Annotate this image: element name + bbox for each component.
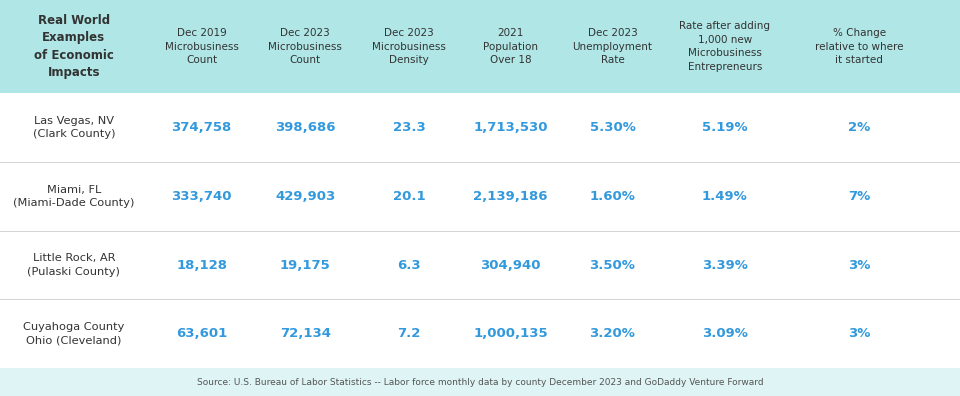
Text: 1,713,530: 1,713,530: [473, 121, 548, 134]
Text: 3.39%: 3.39%: [702, 259, 748, 272]
Text: 18,128: 18,128: [176, 259, 228, 272]
Text: Dec 2023
Unemployment
Rate: Dec 2023 Unemployment Rate: [572, 28, 653, 65]
Text: Dec 2019
Microbusiness
Count: Dec 2019 Microbusiness Count: [165, 28, 238, 65]
Text: Rate after adding
1,000 new
Microbusiness
Entrepreneurs: Rate after adding 1,000 new Microbusines…: [680, 21, 770, 72]
Text: Little Rock, AR
(Pulaski County): Little Rock, AR (Pulaski County): [28, 253, 120, 277]
Text: Real World
Examples
of Economic
Impacts: Real World Examples of Economic Impacts: [34, 14, 114, 79]
Text: 6.3: 6.3: [397, 259, 420, 272]
Text: 2%: 2%: [848, 121, 871, 134]
Text: 3.20%: 3.20%: [589, 327, 636, 341]
Text: 2,139,186: 2,139,186: [473, 190, 548, 203]
Text: 1.49%: 1.49%: [702, 190, 748, 203]
Text: 20.1: 20.1: [393, 190, 425, 203]
Bar: [0, 93, 960, 368]
Text: 398,686: 398,686: [275, 121, 336, 134]
Text: 2021
Population
Over 18: 2021 Population Over 18: [483, 28, 539, 65]
Text: Las Vegas, NV
(Clark County): Las Vegas, NV (Clark County): [33, 116, 115, 139]
Text: Cuyahoga County
Ohio (Cleveland): Cuyahoga County Ohio (Cleveland): [23, 322, 125, 345]
Text: % Change
relative to where
it started: % Change relative to where it started: [815, 28, 903, 65]
Text: 3.09%: 3.09%: [702, 327, 748, 341]
Text: 5.19%: 5.19%: [702, 121, 748, 134]
Text: 3%: 3%: [848, 259, 871, 272]
Text: Source: U.S. Bureau of Labor Statistics -- Labor force monthly data by county De: Source: U.S. Bureau of Labor Statistics …: [197, 378, 763, 386]
Text: 1.60%: 1.60%: [589, 190, 636, 203]
Text: 429,903: 429,903: [276, 190, 335, 203]
Text: 72,134: 72,134: [279, 327, 331, 341]
Bar: [0, 0, 960, 93]
Text: 374,758: 374,758: [172, 121, 231, 134]
Text: 5.30%: 5.30%: [589, 121, 636, 134]
Text: 23.3: 23.3: [393, 121, 425, 134]
Text: 19,175: 19,175: [280, 259, 330, 272]
Text: 333,740: 333,740: [171, 190, 232, 203]
Text: Dec 2023
Microbusiness
Density: Dec 2023 Microbusiness Density: [372, 28, 445, 65]
Text: 7.2: 7.2: [397, 327, 420, 341]
Text: 63,601: 63,601: [176, 327, 228, 341]
Text: 7%: 7%: [848, 190, 871, 203]
Text: 304,940: 304,940: [480, 259, 541, 272]
Text: 3%: 3%: [848, 327, 871, 341]
Text: Dec 2023
Microbusiness
Count: Dec 2023 Microbusiness Count: [269, 28, 342, 65]
Text: Miami, FL
(Miami-Dade County): Miami, FL (Miami-Dade County): [13, 185, 134, 208]
Text: 3.50%: 3.50%: [589, 259, 636, 272]
Text: 1,000,135: 1,000,135: [473, 327, 548, 341]
